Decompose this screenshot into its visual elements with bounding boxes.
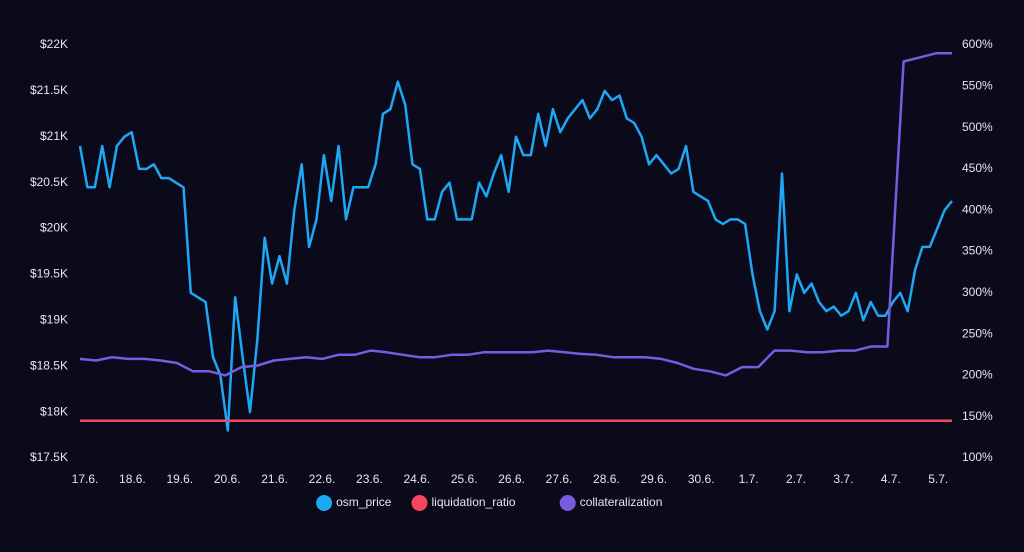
y-tick-label: $19K <box>40 313 68 327</box>
y2-tick-label: 400% <box>962 202 993 216</box>
y2-tick-label: 300% <box>962 285 993 299</box>
legend-swatch <box>559 495 576 511</box>
x-tick-label: 4.7. <box>881 472 901 486</box>
y2-tick-label: 550% <box>962 78 993 92</box>
series-line <box>78 80 953 432</box>
x-tick-label: 30.6. <box>688 472 715 486</box>
x-tick-label: 5.7. <box>928 472 948 486</box>
y-tick-label: $21K <box>40 129 68 143</box>
legend-swatch <box>411 495 428 511</box>
y2-tick-label: 250% <box>962 326 993 340</box>
x-tick-label: 26.6. <box>498 472 525 486</box>
y2-tick-label: 450% <box>962 161 993 175</box>
legend-swatch <box>316 495 333 511</box>
x-tick-label: 25.6. <box>451 472 478 486</box>
x-tick-label: 20.6. <box>214 472 241 486</box>
y-tick-label: $21.5K <box>30 83 68 97</box>
legend-label: osm_price <box>336 495 392 509</box>
x-tick-label: 1.7. <box>739 472 759 486</box>
y2-tick-label: 500% <box>962 120 993 134</box>
y2-tick-label: 600% <box>962 37 993 51</box>
y2-tick-label: 350% <box>962 244 993 258</box>
y2-tick-label: 100% <box>962 450 993 464</box>
x-tick-label: 22.6. <box>309 472 336 486</box>
x-tick-label: 3.7. <box>833 472 853 486</box>
x-tick-label: 23.6. <box>356 472 383 486</box>
x-tick-label: 28.6. <box>593 472 620 486</box>
y-tick-label: $22K <box>40 37 68 51</box>
x-tick-label: 27.6. <box>546 472 573 486</box>
y2-tick-label: 150% <box>962 409 993 423</box>
y-tick-label: $17.5K <box>30 450 68 464</box>
series-line <box>79 52 952 377</box>
y-tick-label: $18.5K <box>30 358 68 372</box>
x-tick-label: 29.6. <box>640 472 667 486</box>
x-tick-label: 17.6. <box>72 472 99 486</box>
x-tick-label: 18.6. <box>119 472 146 486</box>
x-tick-label: 24.6. <box>403 472 430 486</box>
y2-tick-label: 200% <box>962 368 993 382</box>
legend-label: liquidation_ratio <box>432 495 516 509</box>
y-tick-label: $20K <box>40 221 68 235</box>
y-tick-label: $18K <box>40 404 68 418</box>
y-tick-label: $19.5K <box>30 267 68 281</box>
y-tick-label: $20.5K <box>30 175 68 189</box>
x-tick-label: 19.6. <box>166 472 193 486</box>
legend-label: collateralization <box>580 495 663 509</box>
x-tick-label: 2.7. <box>786 472 806 486</box>
x-tick-label: 21.6. <box>261 472 288 486</box>
